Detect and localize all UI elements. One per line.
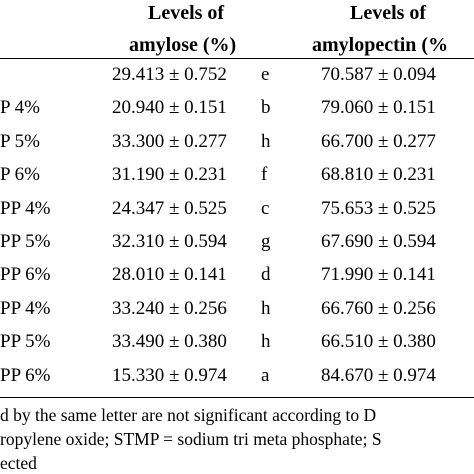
amylose-value: 29.413 ± 0.752 (112, 64, 227, 85)
significance-letter: b (261, 97, 271, 119)
amylopectin-value: 75.653 ± 0.525 (321, 197, 436, 219)
row-label: PP 5% (0, 331, 51, 353)
significance-letter: h (261, 297, 271, 319)
amylose-value: 33.300 ± 0.277 (112, 130, 227, 152)
amylopectin-value: 84.670 ± 0.974 (321, 364, 436, 386)
footnote-line-1: d by the same letter are not significant… (0, 405, 377, 425)
significance-letter: d (261, 264, 271, 286)
amylopectin-value: 66.760 ± 0.256 (321, 297, 436, 319)
amylopectin-value: 70.587 ± 0.094 (321, 64, 436, 85)
significance-letter: e (261, 64, 270, 85)
significance-letter: h (261, 130, 271, 152)
row-label: P 4% (0, 97, 40, 119)
significance-letter: h (261, 331, 271, 353)
footnote-line-3: ected (0, 453, 37, 473)
amylose-value: 31.190 ± 0.231 (112, 164, 227, 186)
significance-letter: c (261, 197, 270, 219)
amylopectin-value: 71.990 ± 0.141 (321, 264, 436, 286)
amylopectin-value: 79.060 ± 0.151 (321, 97, 436, 119)
amylose-value: 28.010 ± 0.141 (112, 264, 227, 286)
amylose-value: 15.330 ± 0.974 (112, 364, 227, 386)
amylose-header-line1: Levels of (148, 2, 225, 24)
amylose-value: 20.940 ± 0.151 (112, 97, 227, 119)
amylopectin-value: 66.700 ± 0.277 (321, 130, 436, 152)
amylose-header-line2: amylose (%) (129, 34, 237, 56)
amylopectin-value: 68.810 ± 0.231 (321, 164, 436, 186)
row-label: PP 5% (0, 231, 51, 252)
amylose-value: 33.490 ± 0.380 (112, 331, 227, 353)
amylopectin-header-line2: amylopectin (% (312, 34, 449, 56)
row-label: P 6% (0, 164, 40, 186)
amylopectin-value: 67.690 ± 0.594 (321, 231, 436, 252)
bottom-rule (0, 397, 474, 398)
row-label: PP 4% (0, 197, 51, 219)
row-label: PP 6% (0, 364, 51, 386)
amylopectin-header-line1: Levels of (350, 2, 427, 24)
significance-letter: f (261, 164, 268, 186)
header-rule (0, 58, 474, 59)
significance-letter: g (261, 231, 271, 252)
row-label: PP 4% (0, 297, 51, 319)
row-label: PP 6% (0, 264, 51, 286)
amylose-value: 32.310 ± 0.594 (112, 231, 227, 252)
footnote-line-2: ropylene oxide; STMP = sodium tri meta p… (0, 429, 382, 449)
amylopectin-value: 66.510 ± 0.380 (321, 331, 436, 353)
amylose-value: 24.347 ± 0.525 (112, 197, 227, 219)
significance-letter: a (261, 364, 270, 386)
amylose-value: 33.240 ± 0.256 (112, 297, 227, 319)
row-label: P 5% (0, 130, 40, 152)
